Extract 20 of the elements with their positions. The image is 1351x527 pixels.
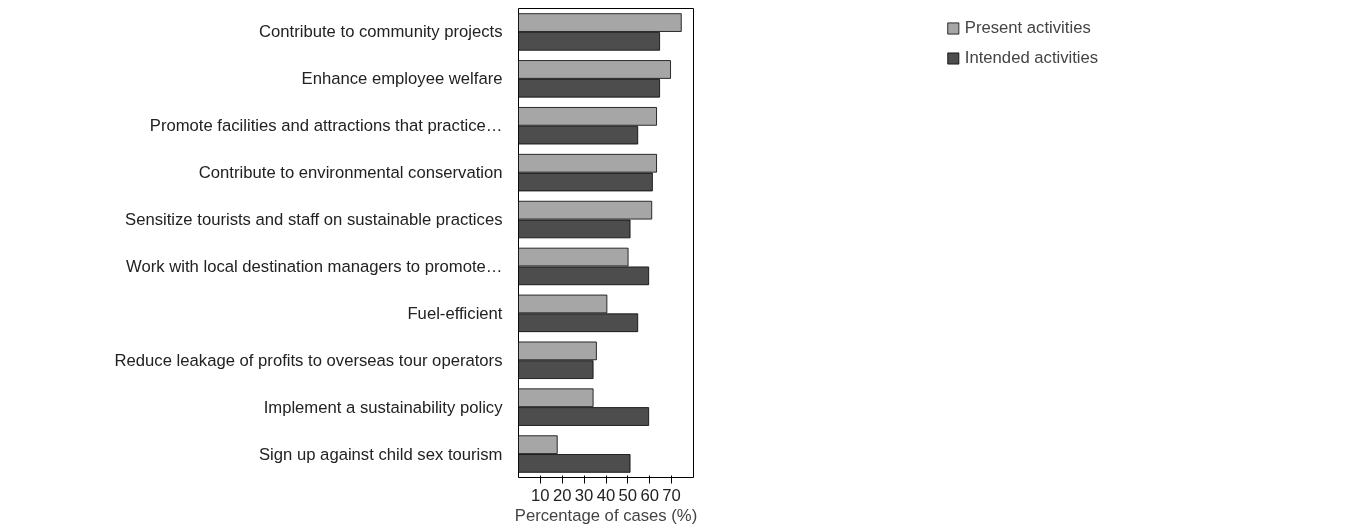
x-tick-label: 60 — [640, 485, 660, 505]
y-tick-label: Reduce leakage of profits to overseas tour operators — [114, 350, 503, 370]
x-tick-label: 30 — [574, 485, 594, 505]
y-tick-label: Fuel-efficient — [407, 303, 503, 323]
y-tick-label: Sign up against child sex tourism — [259, 444, 503, 464]
x-tick-label: 50 — [618, 485, 638, 505]
y-tick-label: Enhance employee welfare — [301, 69, 503, 89]
x-tick-label: 20 — [552, 485, 572, 505]
x-tick-label: 40 — [596, 485, 616, 505]
legend-label: Intended activities — [964, 48, 1099, 68]
y-tick-label: Sensitize tourists and staff on sustainable practices — [125, 210, 503, 230]
x-tick-label: 70 — [662, 485, 681, 505]
y-tick-label: Contribute to community projects — [259, 22, 503, 42]
x-axis-title: Percentage of cases (%) — [514, 505, 698, 525]
legend-label: Present activities — [964, 18, 1091, 38]
x-tick-label: 10 — [531, 485, 550, 505]
y-tick-label: Work with local destination managers to promote… — [126, 256, 503, 276]
y-tick-label: Promote facilities and attractions that practice… — [149, 116, 503, 136]
y-tick-label: Contribute to environmental conservation — [198, 163, 503, 183]
y-tick-label: Implement a sustainability policy — [263, 397, 504, 417]
